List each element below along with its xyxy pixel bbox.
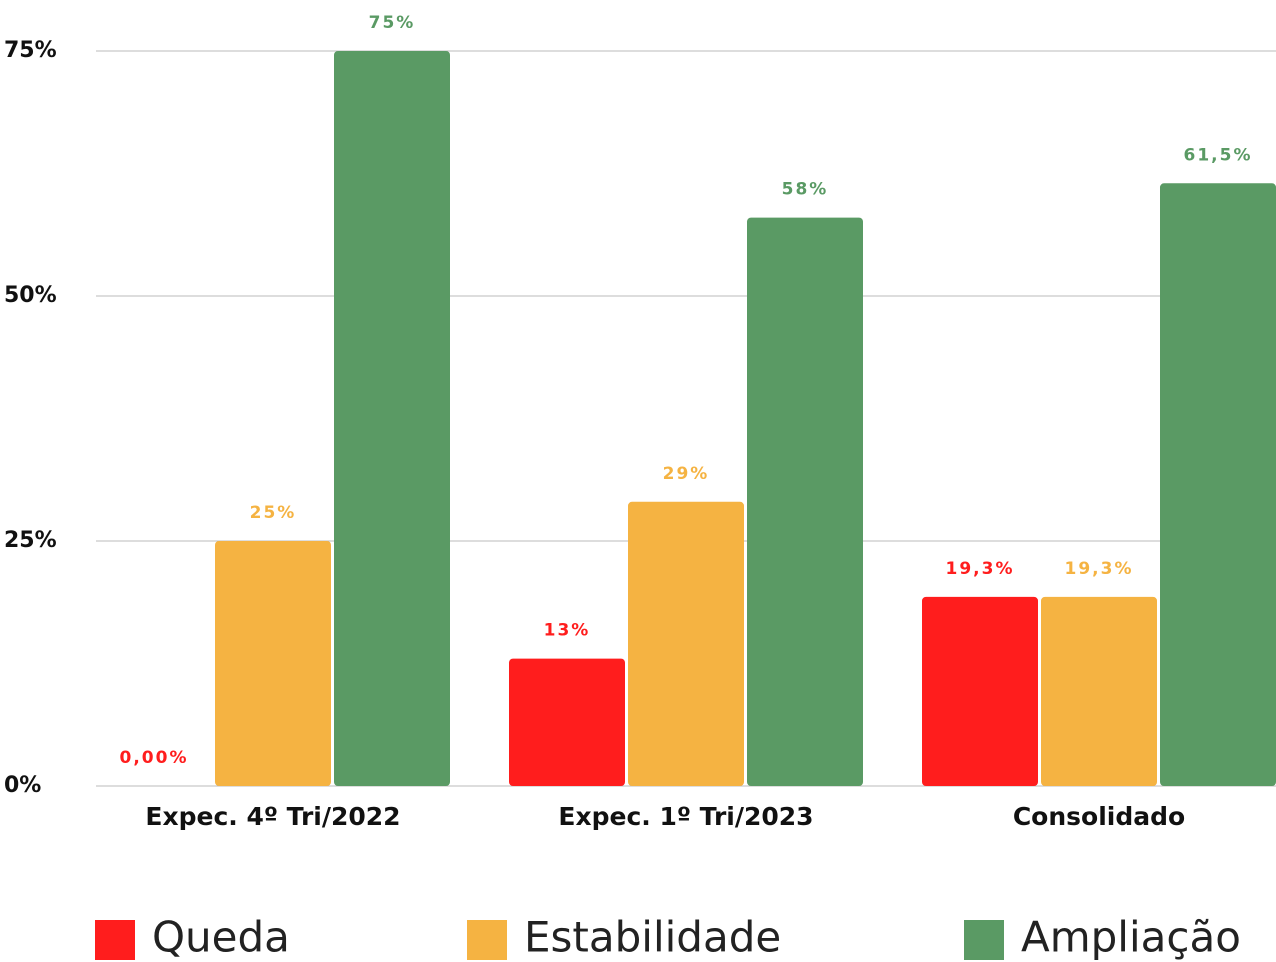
bar [1160, 183, 1276, 787]
value-label: 25% [250, 503, 297, 523]
bar [509, 658, 625, 786]
y-tick-label: 25% [4, 528, 57, 553]
bar [1041, 596, 1157, 786]
y-tick-label: 0% [4, 773, 41, 798]
value-label: 0,00% [120, 748, 189, 768]
legend-swatch [95, 920, 135, 960]
x-tick-label: Expec. 1º Tri/2023 [558, 802, 813, 831]
value-label: 75% [369, 13, 416, 33]
bar [747, 217, 863, 787]
legend-label: Ampliação [1021, 913, 1241, 962]
y-tick-label: 75% [4, 38, 57, 63]
x-tick-label: Consolidado [1013, 802, 1185, 831]
bar [628, 501, 744, 786]
value-label: 19,3% [1065, 559, 1134, 579]
bar [334, 51, 450, 786]
value-label: 13% [544, 621, 591, 641]
x-tick-label: Expec. 4º Tri/2022 [145, 802, 400, 831]
legend-swatch [467, 920, 507, 960]
value-label: 58% [782, 180, 829, 200]
value-label: 29% [663, 464, 710, 484]
legend-swatch [964, 920, 1004, 960]
value-label: 61,5% [1184, 145, 1253, 165]
legend-label: Estabilidade [524, 913, 781, 962]
y-tick-label: 50% [4, 283, 57, 308]
bar [215, 541, 331, 786]
legend-label: Queda [152, 913, 290, 962]
value-label: 19,3% [946, 559, 1015, 579]
bar [922, 596, 1038, 786]
